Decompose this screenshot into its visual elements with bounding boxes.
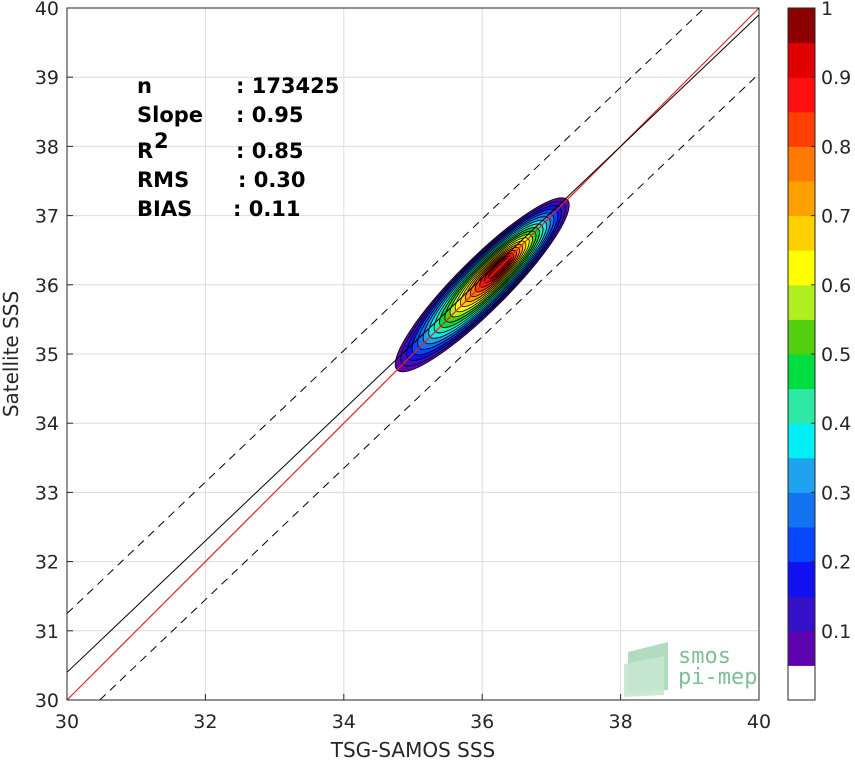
y-tick-label-6: 36	[35, 275, 59, 297]
colorbar-segment-2	[788, 596, 815, 632]
colorbar-tick-label-2: 0.3	[821, 482, 851, 504]
colorbar-segment-0	[788, 665, 815, 701]
colorbar-tick-label-9: 1	[821, 0, 833, 20]
x-tick-label-1: 32	[193, 711, 217, 733]
colorbar-segment-7	[788, 423, 815, 459]
stats-annotation: n : 173425 Slope : 0.95 R 2 : 0.85 RMS : 0.30 BIA…	[137, 74, 339, 221]
colorbar-segment-3	[788, 561, 815, 597]
y-tick-label-4: 34	[35, 413, 59, 435]
stat-value-r: : 0.85	[236, 139, 304, 163]
x-axis-ticks: 30 32 34 36 38 40	[55, 694, 771, 733]
colorbar-tick-label-3: 0.4	[821, 413, 851, 435]
colorbar-segment-12	[788, 250, 815, 286]
colorbar-tick-label-5: 0.6	[821, 275, 851, 297]
x-tick-label-5: 40	[747, 711, 771, 733]
y-axis-label: Satellite SSS	[0, 291, 23, 417]
upper-bound-line	[66, 7, 705, 614]
grid	[66, 7, 760, 701]
y-tick-label-9: 39	[35, 67, 59, 89]
colorbar-segment-15	[788, 146, 815, 182]
stat-value-n: : 173425	[236, 74, 339, 98]
reference-lines	[66, 7, 760, 701]
lower-bound-line	[99, 73, 760, 701]
y-tick-label-5: 35	[35, 344, 59, 366]
y-axis-ticks: 30 31 32 33 34 35 36 37 38 39 40	[35, 0, 73, 712]
logo-text-smos: smos	[678, 644, 731, 669]
stat-label-slope: Slope	[137, 103, 203, 127]
y-tick-label-8: 38	[35, 136, 59, 158]
y-tick-label-10: 40	[35, 0, 59, 20]
colorbar-tick-label-7: 0.8	[821, 136, 851, 158]
stat-label-superscript: 2	[154, 129, 169, 153]
x-axis-label: TSG-SAMOS SSS	[330, 738, 496, 762]
stat-value-bias: : 0.11	[233, 197, 301, 221]
x-tick-label-3: 36	[470, 711, 494, 733]
stat-label-bias: BIAS	[137, 197, 192, 221]
colorbar-segment-19	[788, 8, 815, 44]
y-tick-label-3: 33	[35, 482, 59, 504]
stat-value-slope: : 0.95	[236, 103, 304, 127]
y-tick-label-2: 32	[35, 552, 59, 574]
colorbar-segment-10	[788, 319, 815, 355]
smos-pi-mep-logo: smos pi-mep	[624, 642, 757, 697]
colorbar-segment-11	[788, 284, 815, 320]
colorbar-segment-5	[788, 492, 815, 528]
colorbar-segment-14	[788, 181, 815, 217]
colorbar-segment-16	[788, 111, 815, 147]
colorbar: 0.1 0.2 0.3 0.4 0.5 0.6 0.7 0.8 0.9 1	[787, 0, 851, 701]
stat-value-rms: : 0.30	[238, 168, 306, 192]
colorbar-segment-17	[788, 77, 815, 113]
x-tick-label-0: 30	[55, 711, 79, 733]
y-tick-label-1: 31	[35, 621, 59, 643]
stat-label-r: R	[137, 139, 153, 163]
colorbar-tick-label-4: 0.5	[821, 344, 851, 366]
colorbar-tick-label-6: 0.7	[821, 206, 851, 228]
colorbar-tick-label-0: 0.1	[821, 621, 851, 643]
stat-label-n: n	[137, 74, 152, 98]
colorbar-segment-1	[788, 630, 815, 666]
colorbar-tick-label-1: 0.2	[821, 552, 851, 574]
identity-line	[66, 7, 760, 701]
colorbar-segment-9	[788, 354, 815, 390]
colorbar-segment-8	[788, 388, 815, 424]
colorbar-segment-6	[788, 457, 815, 493]
stat-label-rms: RMS	[137, 168, 189, 192]
colorbar-segment-13	[788, 215, 815, 251]
x-tick-label-4: 38	[609, 711, 633, 733]
x-tick-label-2: 34	[332, 711, 356, 733]
colorbar-segment-18	[788, 42, 815, 78]
colorbar-tick-label-8: 0.9	[821, 67, 851, 89]
y-tick-label-0: 30	[35, 690, 59, 712]
y-tick-label-7: 37	[35, 206, 59, 228]
logo-text-pi-mep: pi-mep	[678, 665, 757, 690]
regression-line	[66, 14, 760, 673]
colorbar-segment-4	[788, 527, 815, 563]
